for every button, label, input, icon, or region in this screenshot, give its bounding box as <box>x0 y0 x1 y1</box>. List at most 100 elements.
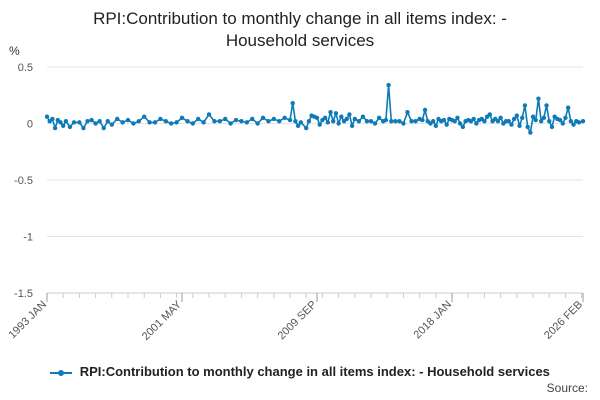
data-point <box>295 123 301 128</box>
data-point <box>115 116 120 122</box>
data-point <box>142 114 147 119</box>
data-point <box>152 120 158 125</box>
data-point <box>525 124 530 130</box>
data-point <box>290 100 295 106</box>
data-point <box>77 120 82 125</box>
data-point <box>498 115 503 121</box>
data-point <box>536 96 541 101</box>
data-point <box>93 121 98 126</box>
data-point <box>287 117 293 123</box>
data-point <box>397 119 402 124</box>
data-point <box>158 116 163 122</box>
data-point <box>217 119 223 124</box>
data-point <box>349 123 355 128</box>
data-point <box>71 120 77 125</box>
data-point <box>239 119 244 124</box>
data-point <box>131 121 136 126</box>
data-point <box>314 115 320 121</box>
data-point <box>344 116 349 122</box>
data-point <box>547 119 552 124</box>
y-tick-label: -0.5 <box>14 175 33 187</box>
data-point <box>487 112 493 117</box>
data-point <box>322 115 328 121</box>
data-point <box>271 116 277 122</box>
data-point <box>352 116 358 122</box>
data-point <box>520 115 525 121</box>
data-point <box>317 122 322 127</box>
data-point <box>549 124 555 130</box>
data-point <box>101 125 106 131</box>
data-point <box>233 117 239 123</box>
data-point <box>277 119 282 124</box>
x-tick-label: 2009 SEP <box>276 299 320 343</box>
data-point <box>430 119 436 124</box>
data-point <box>255 121 260 126</box>
data-point <box>576 120 582 125</box>
chart-title-line-1: RPI:Contribution to monthly change in al… <box>93 9 507 28</box>
data-point <box>422 107 428 113</box>
data-point <box>120 120 125 125</box>
data-point <box>557 117 563 123</box>
data-point <box>441 117 447 123</box>
data-point <box>506 119 511 124</box>
data-point <box>44 114 50 119</box>
data-point <box>364 119 370 124</box>
y-tick-label: -1 <box>23 232 33 244</box>
data-point <box>389 119 394 124</box>
data-point <box>293 119 298 124</box>
data-point <box>174 120 179 125</box>
data-point <box>495 119 501 124</box>
data-point <box>413 119 418 124</box>
data-point <box>460 124 466 130</box>
data-point <box>444 122 449 127</box>
data-point <box>50 116 55 122</box>
data-point <box>328 110 333 115</box>
data-point <box>568 119 574 124</box>
data-point <box>541 115 547 121</box>
data-point <box>393 119 398 124</box>
data-point <box>58 120 63 125</box>
data-point <box>517 123 522 128</box>
data-point <box>420 117 425 123</box>
data-point <box>339 114 344 119</box>
data-point <box>368 119 374 124</box>
chart-title: RPI:Contribution to monthly change in al… <box>0 8 600 52</box>
gridlines <box>47 66 583 294</box>
data-point <box>331 119 336 124</box>
data-point <box>509 122 514 127</box>
data-point <box>325 120 331 125</box>
y-axis-ticks: 0.5 0 -0.5 -1 -1.5 <box>14 62 33 300</box>
data-point <box>372 121 378 126</box>
y-tick-label: 0 <box>27 119 33 131</box>
data-point <box>196 116 201 122</box>
data-point <box>538 119 544 124</box>
data-point <box>522 103 528 108</box>
data-point <box>580 119 586 124</box>
data-point <box>212 119 217 124</box>
data-point <box>97 119 102 124</box>
data-point <box>433 123 439 128</box>
legend-label: RPI:Contribution to monthly change in al… <box>79 364 550 379</box>
data-point <box>409 119 414 124</box>
data-point <box>528 130 533 135</box>
data-point <box>89 117 94 123</box>
data-point <box>85 119 90 124</box>
data-point <box>260 115 266 121</box>
x-tick-label: 2001 MAY <box>140 298 185 343</box>
data-point <box>560 121 565 126</box>
data-point <box>304 125 309 131</box>
data-point <box>530 114 536 119</box>
data-point <box>105 119 110 124</box>
legend-swatch-icon <box>50 367 73 379</box>
data-point <box>474 121 479 126</box>
data-point <box>360 114 366 119</box>
data-point <box>179 115 185 121</box>
data-point <box>223 116 228 122</box>
data-point <box>457 121 463 126</box>
data-point <box>455 115 460 121</box>
chart-title-line-2: Household services <box>225 31 375 50</box>
data-point <box>244 120 250 125</box>
data-point <box>61 123 66 128</box>
data-point <box>452 119 457 124</box>
